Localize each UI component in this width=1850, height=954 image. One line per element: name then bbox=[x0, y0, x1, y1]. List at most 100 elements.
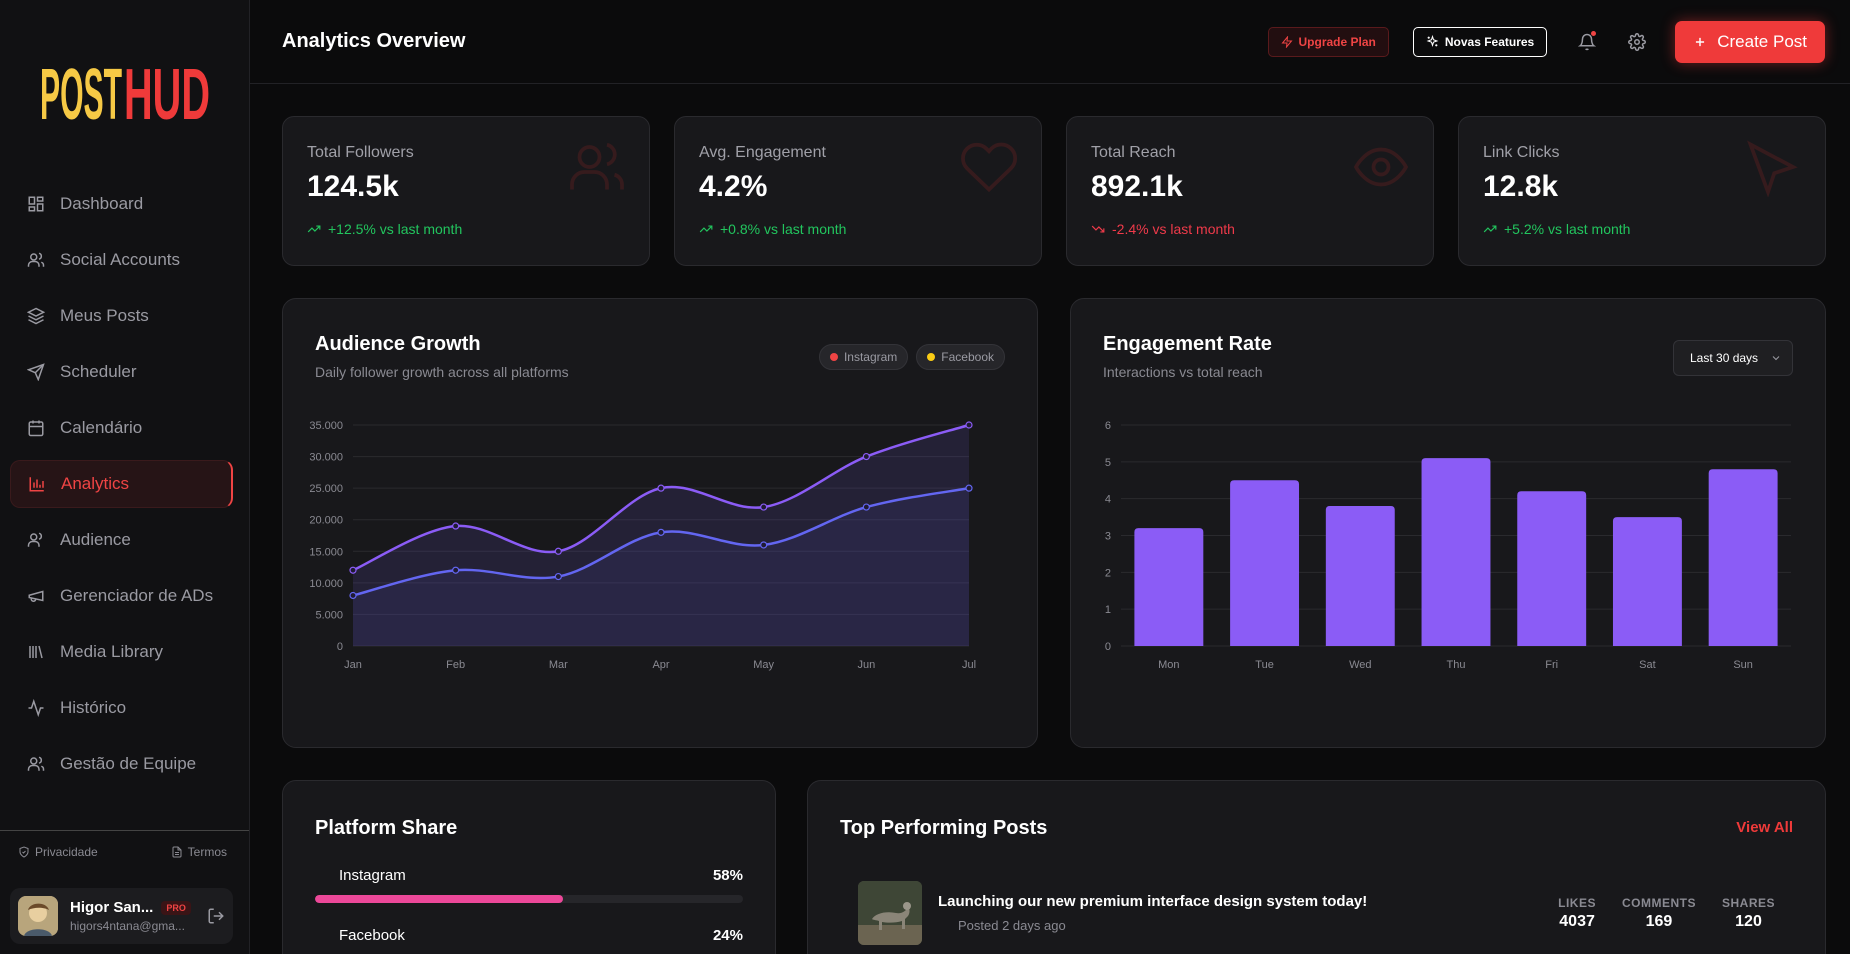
stat-delta: +12.5% vs last month bbox=[307, 221, 625, 237]
bar-chart-icon bbox=[27, 474, 47, 494]
x-tick-label: Jul bbox=[962, 659, 976, 671]
platform-share-card: Platform Share Instagram 58% Facebook 24… bbox=[282, 780, 776, 954]
post-likes: LIKES 4037 bbox=[1558, 896, 1596, 931]
bar bbox=[1421, 458, 1491, 646]
document-icon bbox=[172, 846, 182, 857]
sidebar-item-meus-posts[interactable]: Meus Posts bbox=[10, 292, 233, 340]
sidebar-item-scheduler[interactable]: Scheduler bbox=[10, 348, 233, 396]
upgrade-plan-button[interactable]: Upgrade Plan bbox=[1267, 26, 1389, 57]
y-tick-label: 4 bbox=[1105, 494, 1111, 506]
stat-label: Total Followers bbox=[307, 144, 414, 161]
user-email: higors4ntana@gma... bbox=[70, 919, 185, 933]
trend-up-icon bbox=[699, 225, 713, 233]
sidebar-item-gestao-equipe[interactable]: Gestão de Equipe bbox=[10, 740, 233, 788]
x-tick-label: Fri bbox=[1545, 659, 1558, 671]
settings-button[interactable] bbox=[1625, 30, 1649, 54]
privacy-link[interactable]: Privacidade bbox=[18, 845, 98, 859]
bar bbox=[1517, 491, 1587, 646]
post-thumbnail bbox=[858, 881, 922, 945]
date-range-select[interactable]: Last 30 days bbox=[1673, 340, 1793, 376]
platform-name: Instagram bbox=[339, 867, 406, 884]
shield-icon bbox=[19, 845, 29, 858]
terms-link[interactable]: Termos bbox=[171, 845, 227, 859]
users-icon bbox=[26, 530, 46, 550]
sidebar-item-ads-manager[interactable]: Gerenciador de ADs bbox=[10, 572, 233, 620]
sidebar-item-label: Social Accounts bbox=[60, 250, 181, 269]
y-tick-label: 0 bbox=[337, 641, 343, 653]
metric-value: 120 bbox=[1735, 912, 1762, 930]
data-point bbox=[965, 484, 973, 492]
post-date: Posted 2 days ago bbox=[958, 918, 1066, 933]
data-point bbox=[349, 591, 357, 600]
bar bbox=[1612, 517, 1682, 646]
cursor-icon bbox=[1743, 137, 1803, 202]
sidebar-item-dashboard[interactable]: Dashboard bbox=[10, 180, 233, 228]
sidebar-item-calendario[interactable]: Calendário bbox=[10, 404, 233, 452]
x-tick-label: May bbox=[753, 659, 774, 671]
sidebar-item-label: Meus Posts bbox=[60, 306, 149, 325]
data-point bbox=[862, 452, 870, 461]
user-card[interactable]: Higor San... PRO higors4ntana@gma... bbox=[10, 888, 233, 944]
layers-icon bbox=[26, 306, 46, 326]
create-post-button[interactable]: Create Post bbox=[1675, 20, 1825, 63]
stat-cards: Total Followers 124.5k +12.5% vs last mo… bbox=[282, 116, 1826, 266]
pro-badge: PRO bbox=[161, 900, 191, 915]
post-text: Launching our new premium interface desi… bbox=[938, 893, 1532, 933]
sidebar-item-social-accounts[interactable]: Social Accounts bbox=[10, 236, 233, 284]
sidebar-item-label: Histórico bbox=[60, 698, 127, 717]
x-tick-label: Thu bbox=[1447, 659, 1466, 671]
stat-card-followers: Total Followers 124.5k +12.5% vs last mo… bbox=[282, 116, 650, 266]
data-point bbox=[760, 503, 768, 511]
view-all-link[interactable]: View All bbox=[1736, 819, 1793, 836]
x-tick-label: Sun bbox=[1733, 659, 1753, 671]
y-tick-label: 5.000 bbox=[315, 609, 343, 621]
main-content: Analytics Overview Upgrade Plan Novas Fe… bbox=[250, 0, 1850, 954]
x-tick-label: Feb bbox=[446, 659, 465, 671]
x-tick-label: Sat bbox=[1639, 659, 1656, 671]
metric-value: 169 bbox=[1645, 912, 1673, 930]
stat-label: Avg. Engagement bbox=[699, 144, 826, 161]
sidebar-nav: Dashboard Social Accounts Meus Posts Sch… bbox=[10, 180, 233, 796]
y-tick-label: 5 bbox=[1105, 457, 1111, 469]
post-shares: SHARES 120 bbox=[1722, 896, 1775, 931]
stat-card-engagement: Avg. Engagement 4.2% +0.8% vs last month bbox=[674, 116, 1042, 266]
users-icon bbox=[567, 137, 627, 202]
series-area bbox=[353, 488, 969, 646]
stat-value: 892.1k bbox=[1091, 170, 1183, 203]
logo[interactable]: POST HUD bbox=[0, 0, 249, 175]
stat-value: 12.8k bbox=[1483, 170, 1559, 203]
logout-icon[interactable] bbox=[207, 907, 225, 925]
card-subtitle: Interactions vs total reach bbox=[1103, 364, 1263, 380]
platform-bar-fill bbox=[315, 895, 564, 903]
trend-up-icon bbox=[307, 225, 321, 233]
legend-dot bbox=[829, 353, 838, 361]
stat-value: 4.2% bbox=[699, 170, 768, 203]
bar bbox=[1708, 469, 1778, 646]
sidebar-item-analytics[interactable]: Analytics bbox=[10, 460, 233, 508]
notifications-button[interactable] bbox=[1575, 30, 1599, 54]
card-title: Engagement Rate bbox=[1103, 333, 1272, 355]
bar bbox=[1230, 480, 1300, 646]
stat-delta: -2.4% vs last month bbox=[1091, 221, 1409, 237]
sidebar-item-label: Calendário bbox=[60, 418, 143, 437]
sidebar-item-media-library[interactable]: Media Library bbox=[10, 628, 233, 676]
y-tick-label: 35.000 bbox=[309, 420, 343, 432]
legend-instagram[interactable]: Instagram bbox=[818, 344, 909, 370]
calendar-icon bbox=[26, 418, 46, 438]
platform-percent: 24% bbox=[712, 927, 743, 944]
platform-percent: 58% bbox=[712, 867, 743, 884]
x-tick-label: Apr bbox=[652, 659, 669, 671]
sparkles-icon bbox=[1426, 35, 1439, 48]
legend-dot bbox=[927, 353, 936, 361]
sidebar-item-label: Media Library bbox=[60, 642, 163, 661]
new-features-button[interactable]: Novas Features bbox=[1412, 26, 1548, 57]
sidebar-item-historico[interactable]: Histórico bbox=[10, 684, 233, 732]
legend-facebook[interactable]: Facebook bbox=[916, 344, 1005, 370]
sidebar-item-audience[interactable]: Audience bbox=[10, 516, 233, 564]
y-tick-label: 10.000 bbox=[309, 578, 343, 590]
post-row[interactable]: Launching our new premium interface desi… bbox=[858, 881, 1775, 945]
sidebar-footer: Privacidade Termos bbox=[0, 830, 249, 872]
platform-row-instagram: Instagram 58% bbox=[315, 867, 743, 903]
post-comments: COMMENTS 169 bbox=[1622, 896, 1696, 931]
platform-name: Facebook bbox=[339, 927, 405, 944]
